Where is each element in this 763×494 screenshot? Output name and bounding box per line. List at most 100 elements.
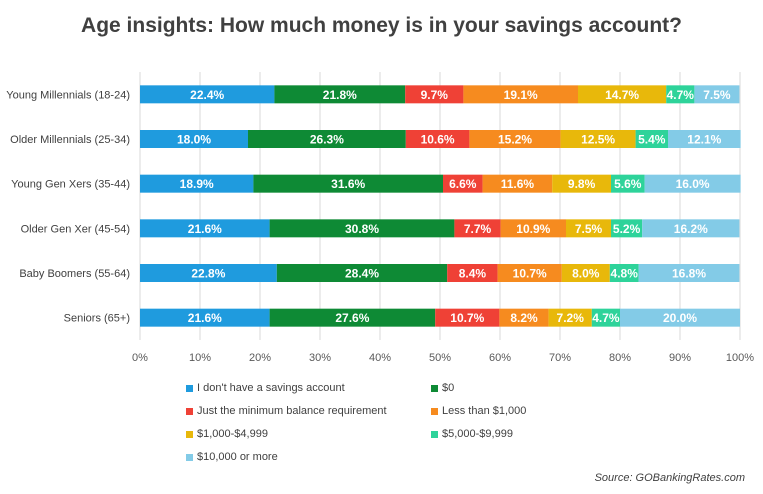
data-label: 10.6%	[421, 133, 455, 147]
x-tick-label: 60%	[489, 352, 511, 364]
bar-segment	[635, 130, 668, 148]
data-label: 22.8%	[191, 267, 225, 281]
x-tick-label: 20%	[249, 352, 271, 364]
data-label: 10.9%	[516, 222, 550, 236]
data-label: 21.6%	[188, 222, 222, 236]
bar-segment	[469, 130, 561, 148]
legend-item: Less than $1,000	[431, 405, 526, 417]
data-label: 8.0%	[572, 267, 600, 281]
bar-segment	[274, 85, 406, 104]
legend-label: $10,000 or more	[197, 451, 278, 463]
bar-segment	[140, 308, 270, 327]
legend-label: I don't have a savings account	[197, 382, 345, 394]
x-tick-label: 40%	[369, 352, 391, 364]
bar-segment	[611, 219, 643, 238]
data-label: 4.7%	[667, 88, 695, 102]
bar-segment	[140, 174, 254, 193]
data-label: 30.8%	[345, 222, 379, 236]
category-label: Seniors (65+)	[64, 313, 130, 325]
bar-segment	[638, 264, 740, 282]
x-tick-label: 0%	[132, 352, 148, 364]
legend-swatch	[431, 407, 438, 415]
data-label: 4.8%	[611, 267, 639, 281]
legend-swatch	[186, 407, 193, 415]
bar-segment	[140, 264, 277, 282]
data-label: 22.4%	[190, 88, 224, 102]
legend-item: I don't have a savings account	[186, 382, 345, 394]
source-note: Source: GOBankingRates.com	[594, 472, 745, 484]
bar-segment	[276, 264, 448, 282]
bar-segment	[447, 264, 498, 282]
data-label: 7.7%	[464, 222, 492, 236]
bar-segment	[668, 130, 741, 148]
bar-segment	[566, 219, 611, 238]
bar-segment	[552, 174, 611, 193]
data-label: 7.5%	[703, 88, 731, 102]
legend-item: $10,000 or more	[186, 451, 278, 463]
bar-segment	[140, 130, 248, 148]
data-label: 12.5%	[581, 133, 615, 147]
data-label: 12.1%	[687, 133, 721, 147]
data-label: 21.6%	[188, 311, 222, 325]
category-label: Young Gen Xers (35-44)	[11, 179, 130, 191]
bar-segment	[591, 308, 620, 327]
data-label: 10.7%	[450, 311, 484, 325]
legend-item: $0	[431, 382, 454, 394]
data-label: 15.2%	[498, 133, 532, 147]
data-label: 16.2%	[674, 222, 708, 236]
bar-segment	[140, 85, 275, 104]
bar-segment	[248, 130, 406, 148]
bar-segment	[561, 264, 610, 282]
data-label: 16.0%	[676, 177, 710, 191]
bar-segment	[500, 219, 566, 238]
data-label: 18.0%	[177, 133, 211, 147]
x-tick-label: 30%	[309, 352, 331, 364]
bar-segment	[560, 130, 636, 148]
bar-segment	[405, 85, 464, 104]
category-label: Young Millennials (18-24)	[6, 89, 130, 101]
bar-segment	[443, 174, 483, 193]
data-label: 10.7%	[513, 267, 547, 281]
category-label: Baby Boomers (55-64)	[19, 268, 130, 280]
legend-item: $5,000-$9,999	[431, 428, 513, 440]
data-label: 4.7%	[592, 311, 620, 325]
bar-segment	[269, 308, 436, 327]
data-label: 9.7%	[421, 88, 449, 102]
category-label: Older Gen Xer (45-54)	[21, 223, 130, 235]
bar-segment	[497, 264, 562, 282]
data-label: 18.9%	[180, 177, 214, 191]
legend-label: $5,000-$9,999	[442, 428, 513, 440]
bar-segment	[140, 219, 270, 238]
data-label: 7.5%	[575, 222, 603, 236]
legend-swatch	[186, 384, 193, 392]
legend-swatch	[186, 430, 193, 438]
x-tick-label: 100%	[726, 352, 754, 364]
data-label: 11.6%	[501, 177, 535, 191]
bar-segment	[435, 308, 500, 327]
legend-label: $0	[442, 382, 455, 394]
bar-segment	[611, 174, 645, 193]
data-label: 21.8%	[323, 88, 357, 102]
legend-item: $1,000-$4,999	[186, 428, 268, 440]
x-tick-label: 80%	[609, 352, 631, 364]
data-label: 6.6%	[449, 177, 477, 191]
x-tick-label: 10%	[189, 352, 211, 364]
data-label: 8.2%	[510, 311, 538, 325]
bar-segment	[463, 85, 578, 104]
bar-segment	[644, 174, 741, 193]
legend-swatch	[431, 430, 438, 438]
data-label: 28.4%	[345, 267, 379, 281]
bar-segment	[609, 264, 639, 282]
data-label: 14.7%	[605, 88, 639, 102]
data-label: 7.2%	[557, 311, 585, 325]
data-label: 27.6%	[335, 311, 369, 325]
legend-swatch	[186, 453, 193, 461]
legend-label: Just the minimum balance requirement	[197, 405, 387, 417]
x-tick-label: 50%	[429, 352, 451, 364]
chart-title: Age insights: How much money is in your …	[81, 14, 682, 37]
bar-segment	[454, 219, 501, 238]
bar-segment	[694, 85, 740, 104]
bar-segment	[499, 308, 549, 327]
data-label: 16.8%	[672, 267, 706, 281]
